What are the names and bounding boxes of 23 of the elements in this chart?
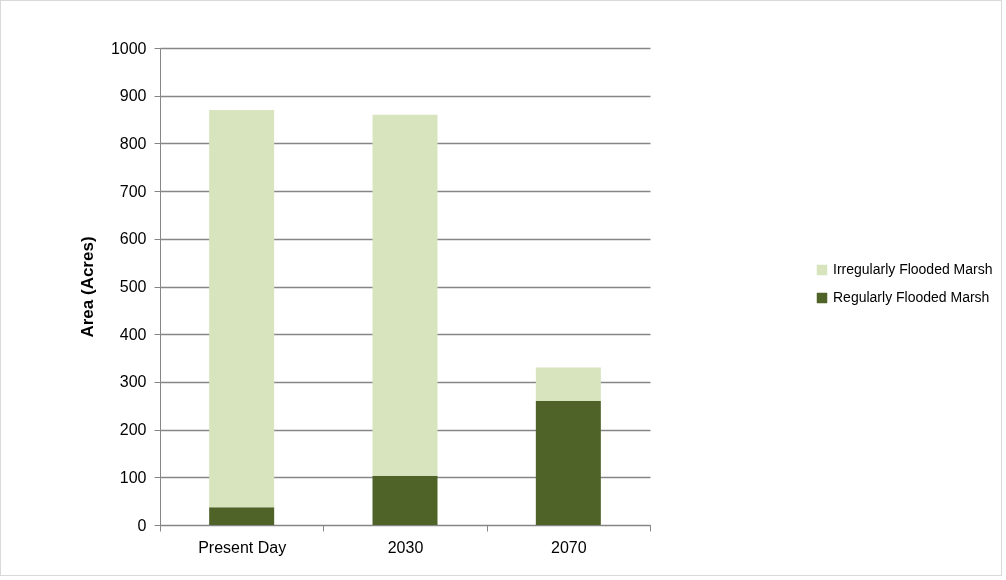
y-tick-label: 600	[119, 230, 147, 248]
legend-label: Regularly Flooded Marsh	[833, 289, 990, 305]
y-tick-label: 900	[119, 87, 147, 105]
y-axis-title: Area (Acres)	[77, 236, 97, 338]
y-tick-label: 200	[119, 421, 147, 439]
y-tick-label: 700	[119, 182, 147, 200]
x-tick-label: Present Day	[198, 538, 287, 556]
y-tick-label: 300	[119, 373, 147, 391]
y-tick-label: 0	[137, 516, 147, 534]
y-tick-label: 100	[119, 468, 147, 486]
bar	[372, 114, 438, 476]
bar	[209, 507, 275, 525]
x-tick-label: 2070	[551, 538, 587, 556]
y-tick-label: 800	[119, 134, 147, 152]
y-tick-label: 500	[119, 278, 147, 295]
bar	[535, 400, 601, 525]
y-tick-label: 1000	[110, 39, 147, 57]
y-tick-label: 400	[119, 325, 147, 343]
bar	[535, 367, 601, 401]
legend-label: Irregularly Flooded Marsh	[833, 261, 993, 277]
bar	[372, 475, 438, 525]
x-tick-label: 2030	[387, 538, 424, 556]
bar	[209, 110, 275, 508]
